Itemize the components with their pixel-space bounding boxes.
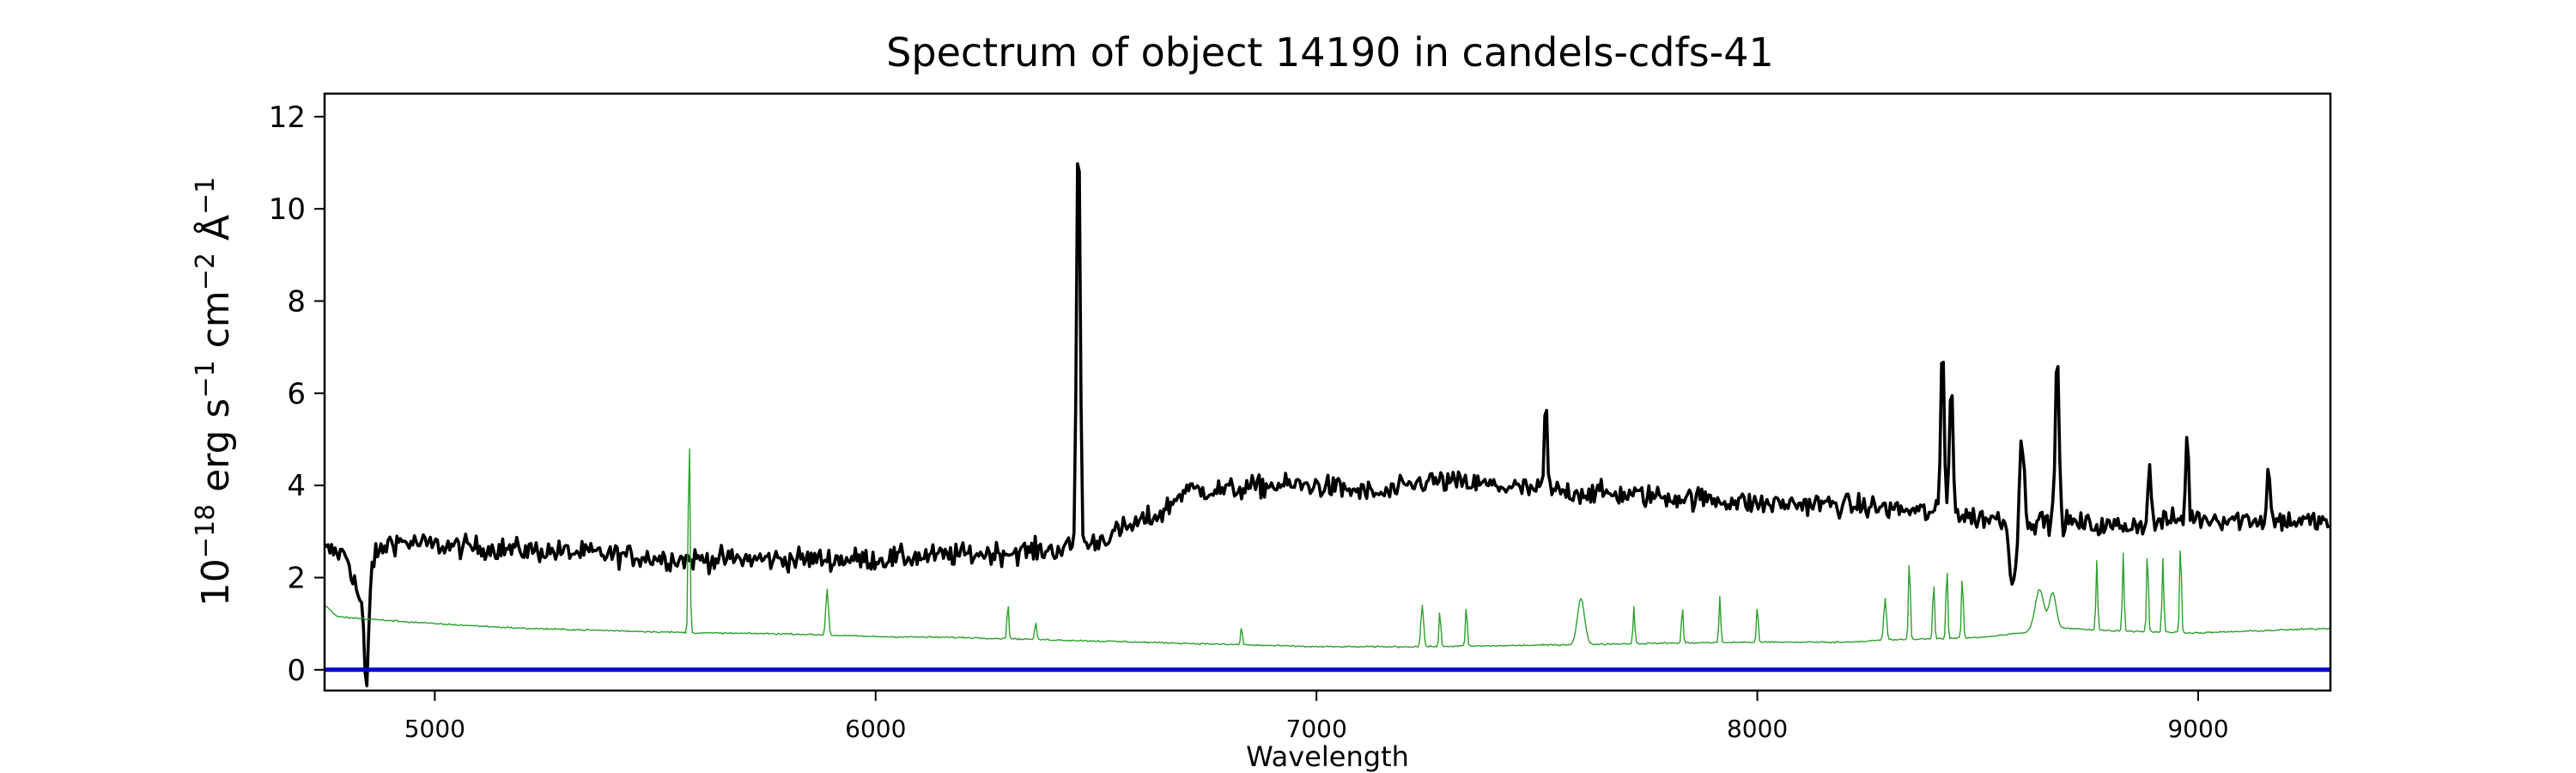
y-tick-label: 0 [287, 654, 306, 688]
x-tick-label: 7000 [1286, 715, 1347, 743]
y-tick-label: 6 [287, 377, 306, 411]
x-tick-label: 9000 [2167, 715, 2228, 743]
plot-frame [323, 92, 2332, 692]
y-tick-label: 12 [269, 100, 306, 135]
x-tick-label: 8000 [1727, 715, 1788, 743]
x-axis-label: Wavelength [1246, 740, 1409, 773]
y-tick-label: 10 [269, 192, 306, 227]
y-tick-label: 2 [287, 562, 306, 596]
y-axis: 0 2 4 6 8 10 12 [269, 100, 325, 688]
chart-title: Spectrum of object 14190 in candels-cdfs… [886, 29, 1774, 76]
x-tick-label: 6000 [845, 715, 906, 743]
y-tick-label: 4 [287, 469, 306, 503]
x-axis: 5000 6000 7000 8000 9000 [404, 691, 2229, 743]
y-tick-label: 8 [287, 285, 306, 320]
noise-series-line [325, 448, 2330, 648]
y-axis-label: 10−18 erg s−1 cm−2 Å−1 [191, 177, 238, 606]
flux-series-line [325, 161, 2330, 688]
x-tick-label: 5000 [404, 715, 465, 743]
